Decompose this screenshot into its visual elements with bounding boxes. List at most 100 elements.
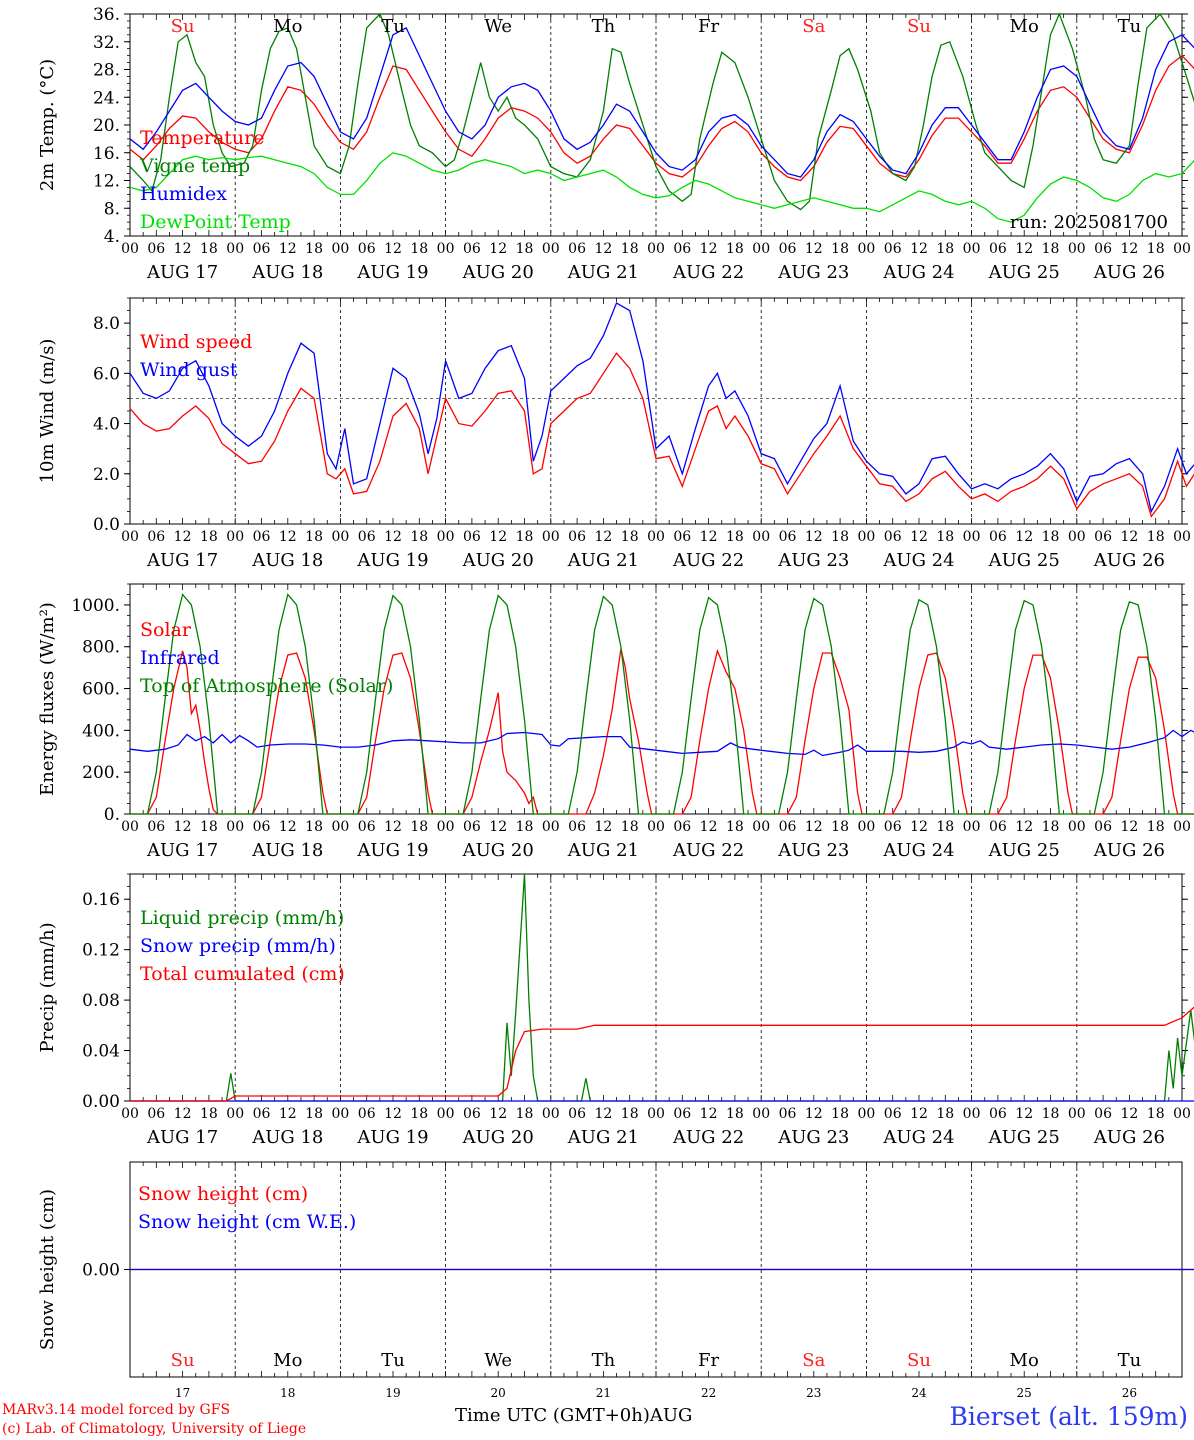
hour-tick-label: 00: [857, 241, 875, 257]
date-label: AUG 22: [672, 262, 744, 283]
date-label: AUG 24: [882, 550, 954, 571]
day-number-label: 19: [385, 1386, 400, 1400]
weekday-label-bottom: We: [484, 1350, 512, 1371]
y-axis-label: Energy fluxes (W/m²): [37, 602, 58, 796]
weekday-label-bottom: Th: [592, 1350, 616, 1371]
hour-tick-label: 06: [779, 241, 797, 257]
y-tick-label: 16.: [93, 144, 120, 164]
legend-entry: Top of Atmosphere (Solar): [140, 675, 393, 697]
x-axis-title: Time UTC (GMT+0h)AUG: [455, 1405, 692, 1426]
day-number-label: 24: [911, 1386, 927, 1400]
hour-tick-label: 12: [1120, 819, 1138, 835]
hour-tick-label: 18: [305, 1106, 323, 1122]
weekday-label-top: Su: [907, 16, 931, 37]
hour-tick-label: 06: [358, 1106, 376, 1122]
date-label: AUG 26: [1093, 550, 1165, 571]
y-tick-label: 20.: [93, 116, 120, 136]
legend-entry: DewPoint Temp: [140, 211, 291, 233]
hour-tick-label: 00: [437, 819, 455, 835]
y-tick-label: 600.: [82, 680, 120, 700]
weekday-label-top: We: [484, 16, 512, 37]
hour-tick-label: 06: [147, 819, 165, 835]
date-label: AUG 23: [777, 840, 849, 861]
hour-tick-label: 00: [752, 1106, 770, 1122]
legend-entry: Wind gust: [140, 359, 238, 381]
hour-tick-label: 00: [437, 529, 455, 545]
weekday-label-bottom: Sa: [802, 1350, 825, 1371]
hour-tick-label: 00: [121, 819, 139, 835]
day-number-label: 20: [491, 1386, 506, 1400]
legend-entry: Temperature: [140, 127, 264, 149]
hour-tick-label: 12: [594, 819, 612, 835]
hour-tick-label: 00: [963, 529, 981, 545]
hour-tick-label: 06: [884, 1106, 902, 1122]
hour-tick-label: 18: [410, 819, 428, 835]
hour-tick-label: 18: [621, 1106, 639, 1122]
hour-tick-label: 00: [1068, 241, 1086, 257]
hour-tick-label: 18: [936, 819, 954, 835]
hour-tick-label: 06: [673, 819, 691, 835]
hour-tick-label: 00: [1173, 241, 1191, 257]
date-label: AUG 26: [1093, 840, 1165, 861]
hour-tick-label: 18: [726, 241, 744, 257]
hour-tick-label: 12: [489, 529, 507, 545]
hour-tick-label: 12: [279, 819, 297, 835]
hour-tick-label: 12: [594, 241, 612, 257]
hour-tick-label: 12: [1015, 529, 1033, 545]
weekday-label-top: Mo: [273, 16, 302, 37]
hour-tick-label: 18: [516, 241, 534, 257]
y-tick-label: 8.: [104, 199, 120, 219]
legend-entry: Infrared: [140, 647, 220, 669]
weekday-label-bottom: Mo: [1010, 1350, 1039, 1371]
hour-tick-label: 00: [226, 819, 244, 835]
hour-tick-label: 06: [463, 1106, 481, 1122]
hour-tick-label: 12: [384, 529, 402, 545]
hour-tick-label: 18: [621, 241, 639, 257]
hour-tick-label: 00: [226, 241, 244, 257]
weekday-label-top: Tu: [1118, 16, 1142, 37]
date-label: AUG 19: [356, 1127, 428, 1148]
date-label: AUG 22: [672, 1127, 744, 1148]
hour-tick-label: 00: [647, 241, 665, 257]
hour-tick-label: 18: [831, 529, 849, 545]
hour-tick-label: 12: [174, 241, 192, 257]
hour-tick-label: 18: [1042, 241, 1060, 257]
hour-tick-label: 12: [489, 1106, 507, 1122]
date-label: AUG 21: [567, 550, 639, 571]
hour-tick-label: 12: [489, 241, 507, 257]
hour-tick-label: 00: [1173, 819, 1191, 835]
y-tick-label: 800.: [82, 638, 120, 658]
series-solar-line: [130, 648, 1194, 815]
hour-tick-label: 18: [200, 529, 218, 545]
hour-tick-label: 18: [1042, 1106, 1060, 1122]
legend-entry: Snow height (cm W.E.): [138, 1211, 356, 1233]
y-tick-label: 0.16: [82, 890, 120, 910]
weekday-label-bottom: Su: [171, 1350, 195, 1371]
date-label: AUG 19: [356, 262, 428, 283]
y-tick-label: 0.12: [82, 941, 120, 961]
hour-tick-label: 12: [384, 241, 402, 257]
day-number-label: 17: [175, 1386, 190, 1400]
hour-tick-label: 06: [568, 1106, 586, 1122]
date-label: AUG 19: [356, 550, 428, 571]
date-label: AUG 18: [251, 1127, 323, 1148]
hour-tick-label: 06: [358, 819, 376, 835]
hour-tick-label: 00: [963, 1106, 981, 1122]
hour-tick-label: 06: [1094, 1106, 1112, 1122]
hour-tick-label: 00: [857, 529, 875, 545]
date-label: AUG 24: [882, 840, 954, 861]
hour-tick-label: 06: [568, 241, 586, 257]
hour-tick-label: 00: [857, 1106, 875, 1122]
date-label: AUG 21: [567, 840, 639, 861]
date-label: AUG 17: [146, 550, 218, 571]
date-label: AUG 25: [988, 262, 1060, 283]
hour-tick-label: 18: [516, 1106, 534, 1122]
hour-tick-label: 12: [805, 819, 823, 835]
date-label: AUG 24: [882, 1127, 954, 1148]
legend-entry: Humidex: [140, 183, 227, 205]
hour-tick-label: 00: [1173, 529, 1191, 545]
hour-tick-label: 12: [1120, 1106, 1138, 1122]
date-label: AUG 21: [567, 1127, 639, 1148]
hour-tick-label: 06: [884, 819, 902, 835]
weekday-label-top: Su: [171, 16, 195, 37]
